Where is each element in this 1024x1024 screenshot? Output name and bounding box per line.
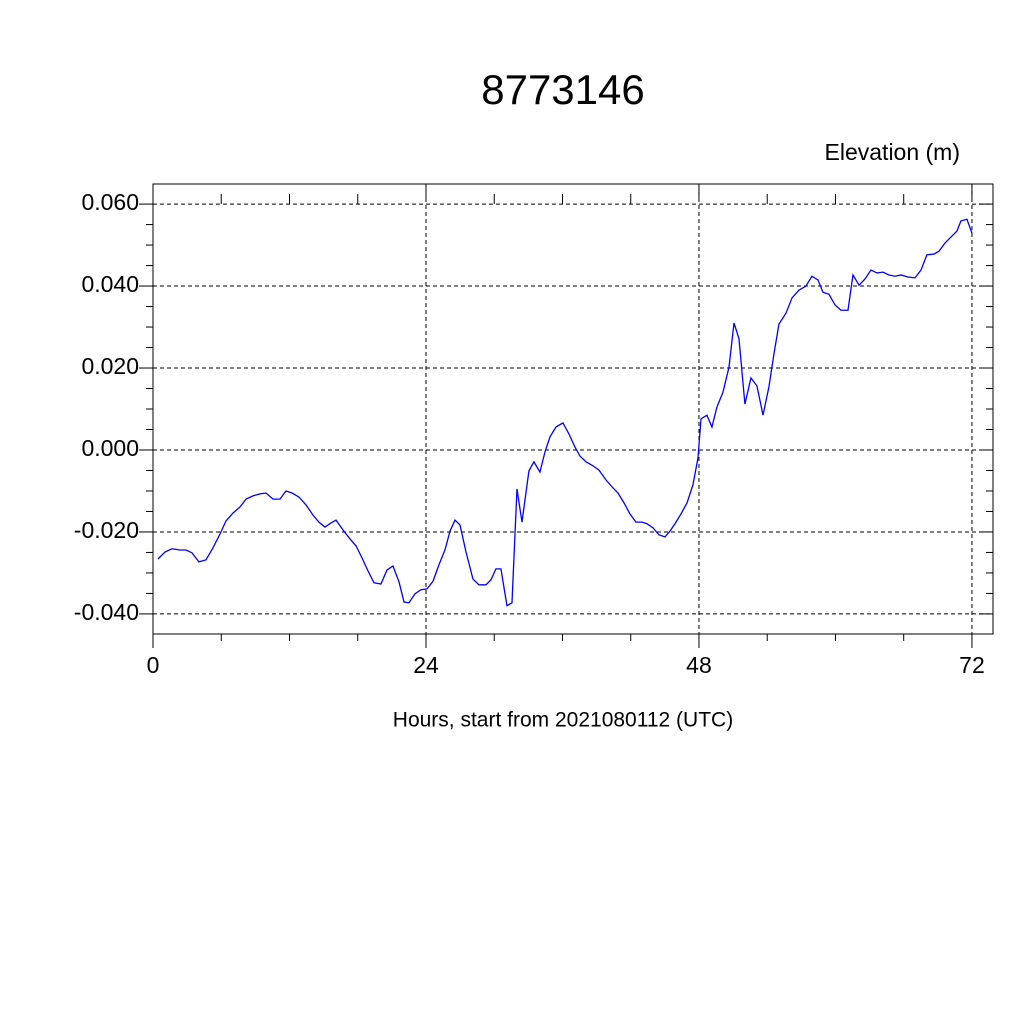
y-tick-label: -0.020 xyxy=(74,517,139,543)
y-tick-label: 0.020 xyxy=(81,353,139,379)
y-tick-label: -0.040 xyxy=(74,599,139,625)
x-tick-label: 24 xyxy=(413,652,439,678)
y-tick-label: 0.060 xyxy=(81,189,139,215)
x-axis-label: Hours, start from 2021080112 (UTC) xyxy=(393,709,733,732)
x-tick-label: 0 xyxy=(147,652,160,678)
x-tick-label: 72 xyxy=(959,652,985,678)
plot-frame xyxy=(152,183,994,635)
y-tick-label: 0.040 xyxy=(81,271,139,297)
chart-subtitle: Elevation (m) xyxy=(825,139,960,165)
y-tick-label: 0.000 xyxy=(81,435,139,461)
series-line xyxy=(157,218,973,607)
x-tick-label: 48 xyxy=(686,652,712,678)
chart-title: 8773146 xyxy=(481,66,645,113)
